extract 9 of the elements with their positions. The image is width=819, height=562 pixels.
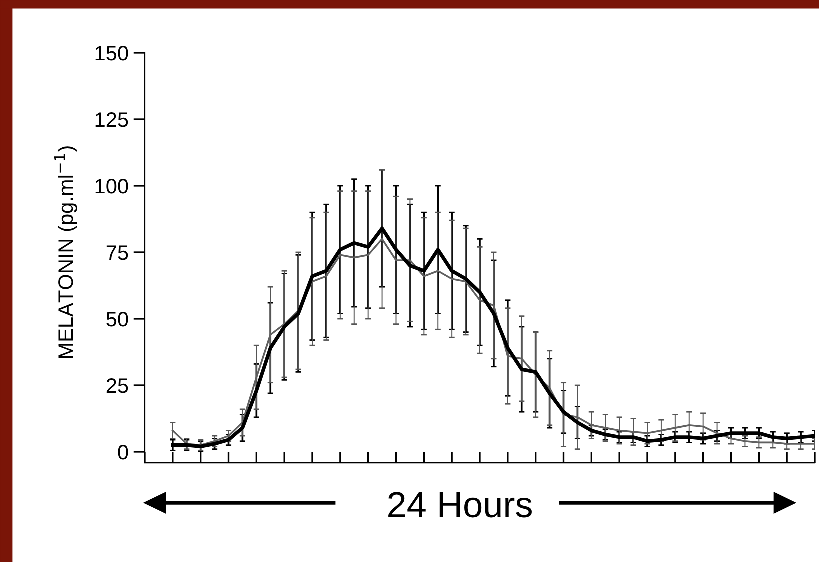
y-tick-label: 100 [96, 179, 128, 194]
y-tick-label: 125 [96, 112, 128, 128]
y-tick-label: 25 [106, 378, 128, 394]
y-tick-label: 0 [118, 445, 128, 460]
y-tick-label: 150 [96, 46, 128, 61]
y-axis-title: MELATONIN (pg.ml$^{−1}$) [54, 146, 78, 358]
y-tick-label: 50 [106, 312, 128, 327]
text: 24 Hours [388, 492, 532, 518]
y-tick-label: 75 [106, 246, 128, 260]
